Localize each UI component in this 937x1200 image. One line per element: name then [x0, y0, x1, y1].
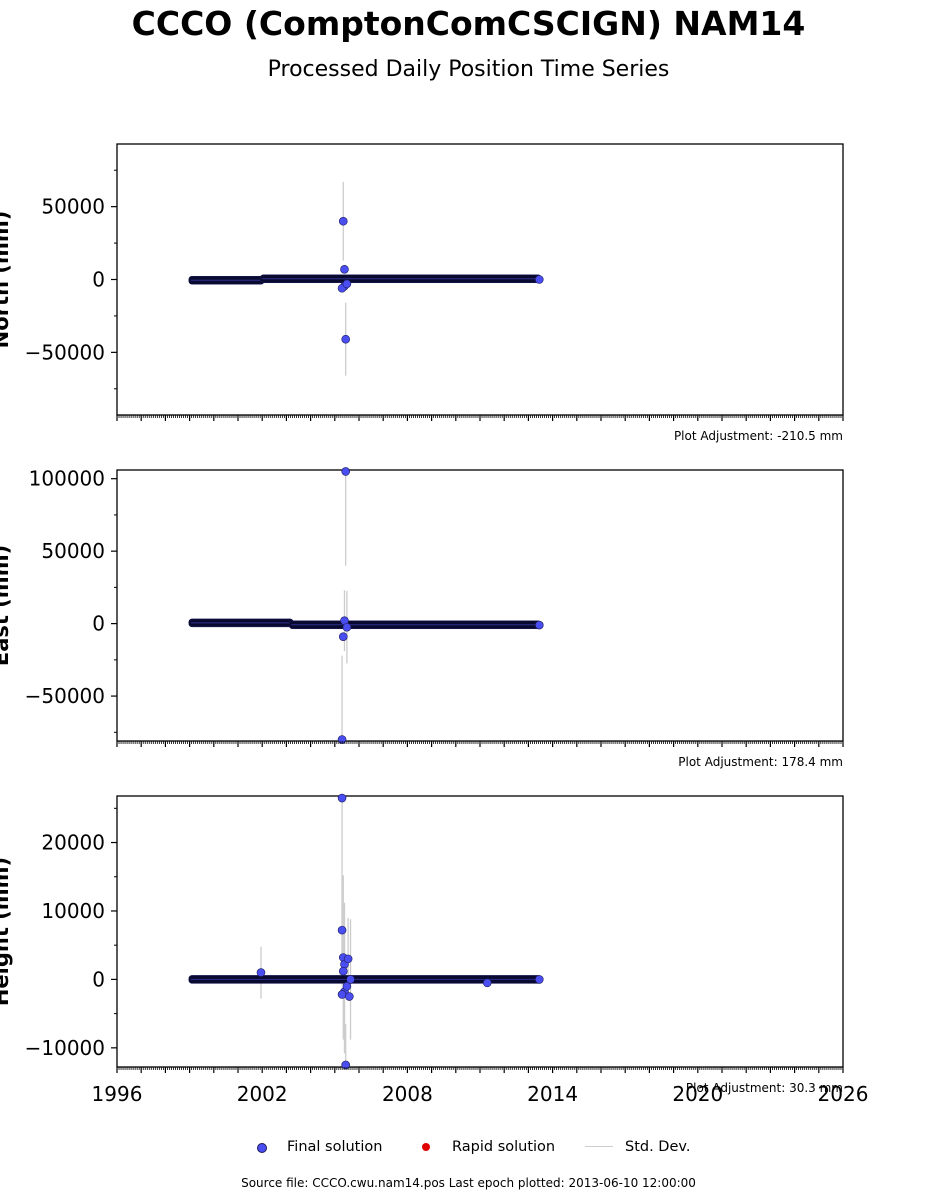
source-footer: Source file: CCCO.cwu.nam14.pos Last epo…	[241, 1176, 696, 1190]
x-tick-label: 2008	[382, 1082, 433, 1106]
final-solution-point	[341, 334, 350, 344]
y-tick-label: −50000	[25, 340, 105, 364]
final-solution-point	[342, 981, 352, 991]
x-tick-label: 2002	[237, 1082, 288, 1106]
final-solution-point	[534, 620, 544, 630]
final-solution-point	[534, 975, 544, 984]
legend-rapid-label: Rapid solution	[452, 1139, 556, 1155]
plot-adjustment-label: Plot Adjustment: -210.5 mm	[674, 429, 843, 443]
plot-adjustment-label: Plot Adjustment: 30.3 mm	[686, 1081, 843, 1095]
final-solution-point	[337, 735, 347, 744]
final-solution-point	[338, 966, 348, 976]
y-axis-label: North (mm)	[0, 211, 13, 349]
y-tick-label: 50000	[41, 539, 105, 563]
plot-adjustment-label: Plot Adjustment: 178.4 mm	[678, 755, 843, 769]
final-solution-point	[534, 275, 544, 284]
chart-title: CCCO (ComptonComCSCIGN) NAM14	[131, 4, 806, 43]
y-tick-label: −10000	[25, 1036, 105, 1060]
final-solution-point	[341, 467, 350, 476]
x-tick-label: 1996	[92, 1082, 143, 1106]
legend-stddev-label: Std. Dev.	[625, 1139, 691, 1155]
y-tick-label: 10000	[41, 899, 105, 923]
y-axis-label: Height (mm)	[0, 857, 13, 1006]
y-tick-label: 20000	[41, 831, 105, 855]
y-axis-label: East (mm)	[0, 545, 13, 666]
final-solution-point	[342, 279, 352, 289]
rapid-solution-marker-icon	[422, 1143, 430, 1151]
x-tick-label: 2026	[818, 1082, 869, 1106]
y-tick-label: −50000	[25, 684, 105, 708]
y-tick-label: 50000	[41, 195, 105, 219]
y-tick-label: 100000	[29, 467, 105, 491]
std-dev-line-icon	[585, 1146, 613, 1147]
legend-final-label: Final solution	[287, 1139, 383, 1155]
final-solution-marker-icon	[257, 1143, 267, 1153]
final-solution-point	[341, 1060, 350, 1070]
plot-frame	[116, 795, 844, 1068]
plot-frame	[116, 469, 844, 742]
x-tick-label: 2014	[527, 1082, 578, 1106]
final-solution-point	[346, 975, 355, 984]
final-solution-point	[337, 925, 347, 935]
y-tick-label: 0	[92, 268, 105, 292]
final-solution-point	[337, 793, 347, 803]
legend: Final solution Rapid solution Std. Dev.	[0, 1137, 937, 1159]
final-solution-point	[256, 968, 266, 977]
final-solution-point	[345, 992, 354, 1001]
final-solution-point	[338, 632, 348, 641]
final-solution-point	[343, 954, 353, 964]
final-solution-point	[482, 978, 492, 988]
final-solution-point	[337, 990, 347, 999]
chart-subtitle: Processed Daily Position Time Series	[267, 57, 670, 82]
y-tick-label: 0	[92, 612, 105, 636]
final-solution-point	[342, 622, 352, 632]
final-solution-point	[338, 216, 348, 226]
x-tick-label: 2020	[672, 1082, 723, 1106]
final-solution-point	[340, 265, 349, 274]
y-tick-label: 0	[92, 967, 105, 991]
